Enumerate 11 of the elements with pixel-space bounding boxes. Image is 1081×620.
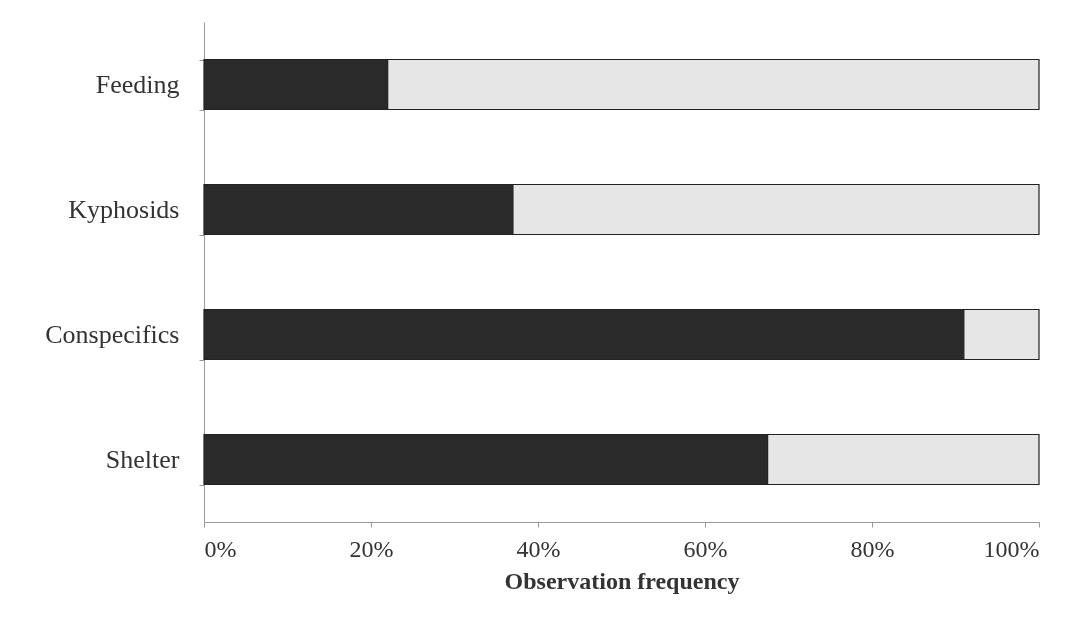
y-tick-label: Feeding — [95, 70, 180, 99]
x-tick-label: 0% — [204, 535, 237, 562]
x-axis-title: Observation frequency — [504, 567, 740, 594]
y-tick-label: Kyphosids — [68, 195, 180, 224]
x-tick-label: 100% — [983, 535, 1040, 562]
x-tick-label: 40% — [516, 535, 561, 562]
x-tick-label: 60% — [683, 535, 728, 562]
x-tick-label: 80% — [850, 535, 895, 562]
y-tick-label: Shelter — [105, 445, 180, 474]
y-tick-label: Conspecifics — [45, 320, 180, 349]
x-tick-label: 20% — [349, 535, 394, 562]
